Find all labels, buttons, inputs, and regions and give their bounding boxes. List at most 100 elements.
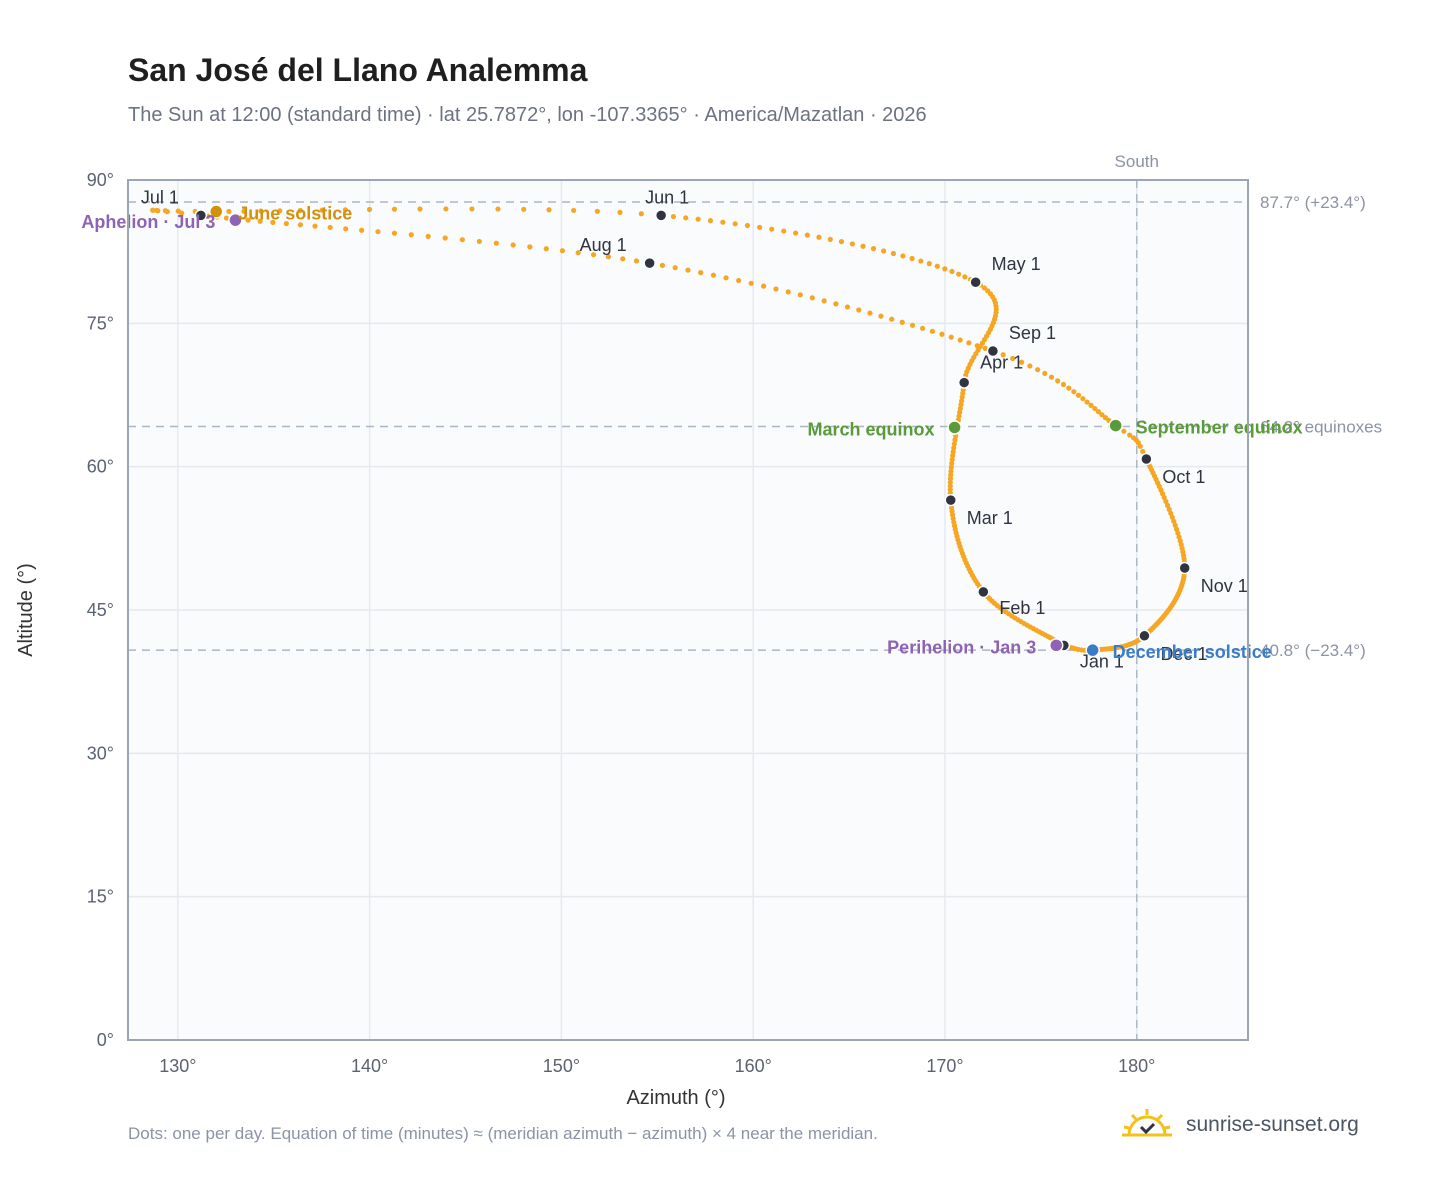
event-label: March equinox xyxy=(808,419,935,439)
chart-subtitle: The Sun at 12:00 (standard time) · lat 2… xyxy=(128,104,927,126)
month-marker xyxy=(944,493,957,507)
day-dot xyxy=(1169,514,1175,520)
event-marker xyxy=(947,420,962,435)
day-dot xyxy=(546,207,552,213)
day-dot xyxy=(1035,367,1041,373)
day-dot xyxy=(951,445,957,451)
day-dot xyxy=(947,483,953,489)
y-tick-label: 30° xyxy=(87,743,114,763)
x-tick-label: 170° xyxy=(926,1056,963,1076)
day-dot xyxy=(366,206,373,213)
chart-title: San José del Llano Analemma xyxy=(128,52,588,88)
day-dot xyxy=(1137,443,1143,449)
month-label: Jun 1 xyxy=(645,187,689,207)
day-dot xyxy=(391,230,398,236)
day-dot xyxy=(164,209,170,215)
day-dot xyxy=(942,266,948,272)
x-tick-label: 180° xyxy=(1118,1056,1155,1076)
day-dot xyxy=(881,248,887,254)
day-dot xyxy=(918,258,924,264)
brand-name: sunrise-sunset.org xyxy=(1186,1113,1359,1136)
day-dot xyxy=(948,464,954,470)
day-dot xyxy=(939,331,945,337)
day-dot xyxy=(732,221,738,227)
reference-line-label: 40.8° (−23.4°) xyxy=(1260,641,1366,660)
day-dot xyxy=(844,304,851,310)
day-dot xyxy=(870,246,877,252)
day-dot xyxy=(1092,405,1098,412)
day-dot xyxy=(683,215,689,221)
day-dot xyxy=(1066,385,1072,391)
day-dot xyxy=(659,262,666,268)
day-dot xyxy=(1027,363,1033,369)
month-label: Oct 1 xyxy=(1162,467,1205,487)
plot-frame xyxy=(127,179,1249,1041)
day-dot xyxy=(962,274,968,280)
day-dot xyxy=(856,307,862,313)
y-tick-label: 90° xyxy=(87,170,114,190)
day-dot xyxy=(926,261,932,267)
day-dot xyxy=(493,240,499,246)
day-dot xyxy=(957,405,963,412)
day-dot xyxy=(559,248,566,254)
day-dot xyxy=(809,295,815,301)
day-dot xyxy=(900,253,906,259)
day-dot xyxy=(748,280,754,286)
month-label: Dec 1 xyxy=(1160,644,1207,664)
event-label: Perihelion · Jan 3 xyxy=(887,637,1036,657)
day-dot xyxy=(297,207,303,214)
event-marker xyxy=(228,212,243,228)
month-label: Sep 1 xyxy=(1009,323,1056,343)
day-dot xyxy=(947,487,953,493)
day-dot xyxy=(270,219,276,225)
day-dot xyxy=(257,218,263,224)
day-dot xyxy=(1075,392,1082,398)
day-dot xyxy=(575,250,581,256)
day-dot xyxy=(327,224,333,231)
day-dot xyxy=(793,230,799,236)
day-dot xyxy=(319,207,325,213)
day-dot xyxy=(957,337,963,343)
day-dot xyxy=(443,206,449,212)
day-dot xyxy=(359,227,365,233)
day-dot xyxy=(929,328,936,334)
day-dot xyxy=(1088,402,1094,408)
reference-line-label: 64.2° equinoxes xyxy=(1260,418,1382,437)
month-marker xyxy=(986,344,1000,358)
day-dot xyxy=(1164,502,1171,508)
x-tick-label: 150° xyxy=(543,1056,580,1076)
day-dot xyxy=(521,206,527,212)
day-dot xyxy=(804,232,810,238)
x-tick-label: 130° xyxy=(159,1056,196,1076)
day-dot xyxy=(685,267,691,273)
day-dot xyxy=(769,226,775,232)
day-dot xyxy=(949,460,955,467)
month-marker xyxy=(957,376,971,389)
day-dot xyxy=(1055,378,1061,384)
day-dot xyxy=(408,232,414,238)
day-dot xyxy=(966,340,972,346)
month-marker xyxy=(977,585,990,599)
day-dot xyxy=(1168,510,1174,516)
day-dot xyxy=(1099,412,1105,418)
month-label: May 1 xyxy=(992,254,1041,274)
day-dot xyxy=(949,268,955,275)
brand[interactable]: sunrise-sunset.org xyxy=(1120,1100,1359,1150)
day-dot xyxy=(1010,355,1016,362)
day-dot xyxy=(982,345,988,351)
footnote: Dots: one per day. Equation of time (min… xyxy=(128,1124,878,1143)
day-dot xyxy=(860,243,866,249)
day-dot xyxy=(744,222,751,229)
day-dot xyxy=(1140,448,1146,455)
day-dot xyxy=(947,479,953,486)
day-dot xyxy=(761,283,767,289)
month-label: Mar 1 xyxy=(967,508,1013,528)
day-dot xyxy=(816,234,822,240)
day-dot xyxy=(605,254,612,260)
sun-logo-icon xyxy=(1122,1109,1172,1137)
day-dot xyxy=(899,319,905,325)
day-dot xyxy=(283,220,289,227)
event-marker xyxy=(1048,638,1064,653)
day-dot xyxy=(1019,359,1025,365)
day-dot xyxy=(1084,399,1090,405)
